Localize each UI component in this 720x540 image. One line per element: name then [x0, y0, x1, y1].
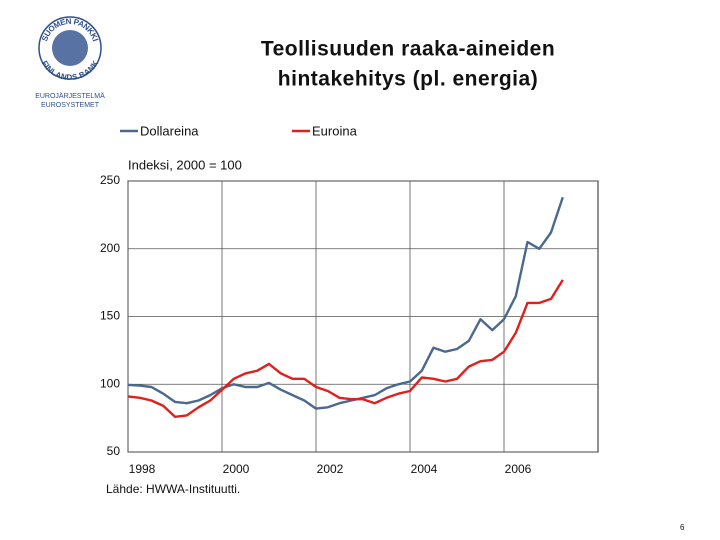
- logo: SUOMEN PANKKI FINLANDS BANK EUROJÄRJESTE…: [35, 16, 105, 109]
- source-note: Lähde: HWWA-Instituutti.: [106, 482, 240, 496]
- data-line: [127, 279, 564, 418]
- x-tick-label: 2006: [505, 462, 532, 476]
- x-tick-label: 2002: [317, 462, 344, 476]
- y-axis-label: Indeksi, 2000 = 100: [128, 157, 242, 172]
- y-tick-label: 250: [100, 173, 120, 187]
- logo-line: EUROSYSTEMET: [41, 102, 100, 109]
- logo-ring: [38, 16, 102, 80]
- data-line: [127, 196, 564, 410]
- x-tick-label: 2000: [223, 462, 250, 476]
- chart-title: Teollisuuden raaka-aineiden: [261, 38, 555, 61]
- legend-label: Dollareina: [140, 123, 199, 138]
- x-tick-label: 1998: [129, 462, 156, 476]
- page-number: 6: [680, 523, 685, 532]
- y-tick-label: 50: [107, 444, 121, 458]
- y-tick-label: 150: [100, 309, 120, 323]
- y-tick-label: 100: [100, 376, 120, 390]
- logo-emblem: [52, 30, 88, 66]
- y-tick-label: 200: [100, 241, 120, 255]
- logo-line: EUROJÄRJESTELMÄ: [35, 92, 105, 100]
- legend-label: Euroina: [312, 123, 358, 138]
- x-tick-label: 2004: [411, 462, 438, 476]
- chart-title: hintakehitys (pl. energia): [278, 68, 538, 91]
